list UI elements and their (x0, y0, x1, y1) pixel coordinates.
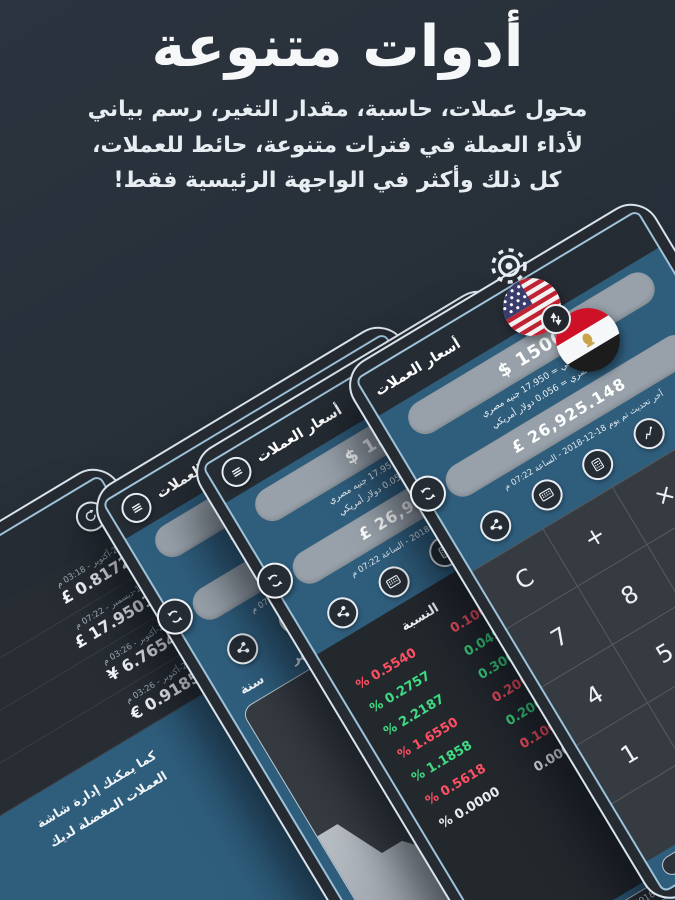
chart-icon[interactable] (627, 411, 671, 455)
share-icon[interactable] (321, 591, 365, 634)
hero-text: أدوات متنوعة محول عملات، حاسبة، مقدار ال… (0, 14, 675, 199)
subtitle-line: محول عملات، حاسبة، مقدار التغير، رسم بيا… (87, 97, 588, 122)
swap-currencies-icon[interactable] (250, 555, 300, 606)
hamburger-menu-icon[interactable] (215, 451, 258, 493)
page-subtitle: محول عملات، حاسبة، مقدار التغير، رسم بيا… (0, 92, 675, 199)
hamburger-menu-icon[interactable] (115, 487, 158, 529)
wall-header: USD($) دولار أمريكي (0, 476, 130, 697)
tab-year[interactable]: سنة (237, 671, 268, 698)
tools-row (462, 374, 675, 554)
phone-mockup-currency-wall: USD($) دولار أمريكي 22-أكتوبر - 03:18 م … (0, 457, 600, 900)
settings-gear-icon[interactable] (487, 244, 531, 288)
swap-currencies-icon[interactable] (403, 468, 453, 519)
keyboard-icon[interactable] (525, 473, 569, 516)
phone-mockup-calculator: أسعار العملات $ 1500 1 دولار أمريكي = 17… (338, 192, 675, 900)
calculator-icon[interactable] (576, 442, 620, 486)
page-title: أدوات متنوعة (151, 14, 525, 80)
swap-currencies-icon[interactable] (150, 591, 200, 642)
subtitle-line: كل ذلك وأكثر في الواجهة الرئيسية فقط! (113, 168, 562, 194)
refresh-icon[interactable] (70, 495, 112, 538)
egypt-flag-icon[interactable] (544, 296, 632, 384)
share-icon[interactable] (474, 504, 518, 547)
swap-flags-icon[interactable] (541, 304, 571, 334)
share-icon[interactable] (221, 627, 265, 670)
keyboard-icon[interactable] (372, 560, 416, 603)
subtitle-line: لأداء العملة في فترات متنوعة، حائط للعمل… (92, 132, 583, 158)
